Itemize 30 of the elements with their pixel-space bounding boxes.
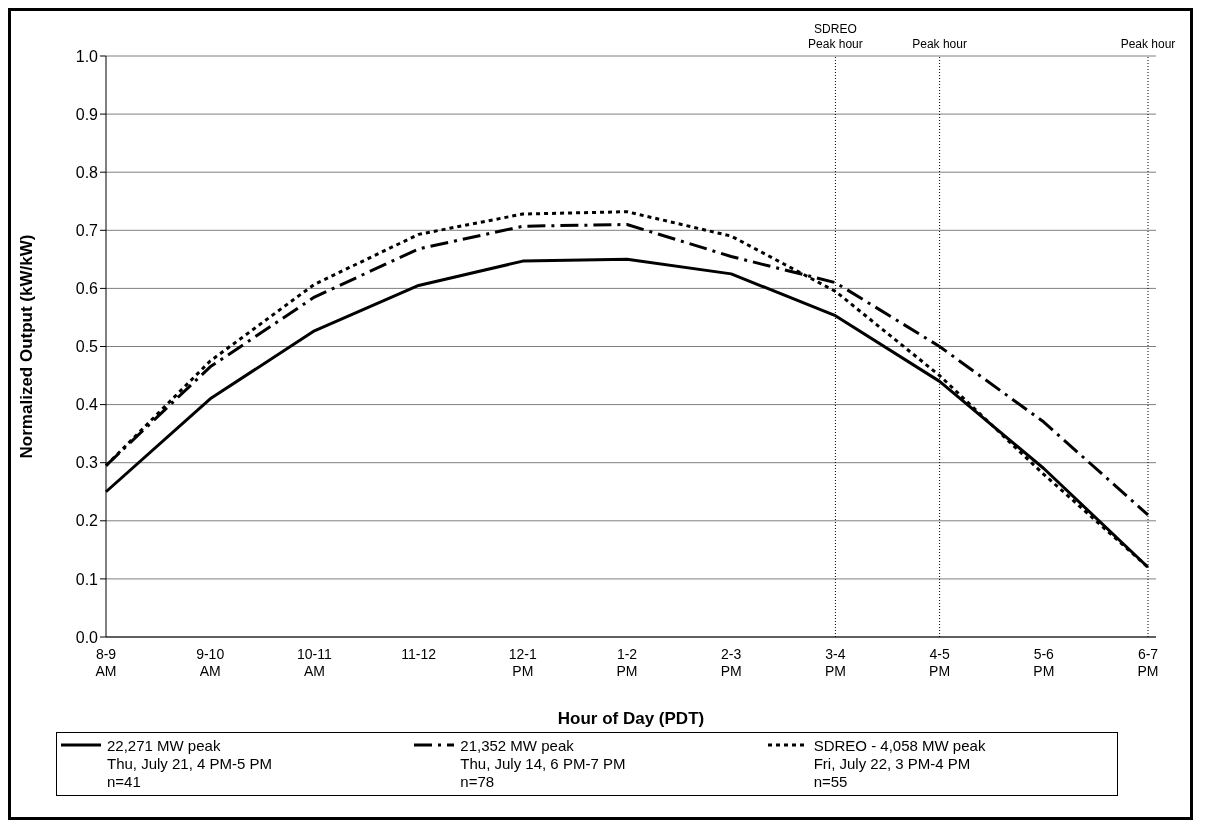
y-tick-label: 0.1 xyxy=(75,570,99,588)
x-tick-label: 8-9 AM xyxy=(95,646,117,679)
x-tick-label: 11-12 xyxy=(401,646,437,662)
x-axis-title: Hour of Day (PDT) xyxy=(557,709,705,728)
ref-line-label: Peak hour xyxy=(1120,37,1176,51)
y-tick-label: 0.9 xyxy=(75,105,99,123)
ref-line-label: Peak hour xyxy=(912,37,967,51)
legend-label: 22,271 MW peak Thu, July 21, 4 PM-5 PM n=41 xyxy=(107,737,273,791)
y-tick-label: 0.3 xyxy=(75,454,99,472)
ref-line-label: SDREO Peak hour xyxy=(808,22,863,51)
x-tick-label: 3-4 PM xyxy=(824,646,846,679)
x-tick-label: 2-3 PM xyxy=(720,646,742,679)
y-tick-label: 0.8 xyxy=(75,163,99,181)
y-tick-label: 0.2 xyxy=(75,512,99,530)
x-tick-label: 10-11 AM xyxy=(297,646,332,679)
x-tick-label: 5-6 PM xyxy=(1033,646,1055,679)
x-tick-label: 9-10 AM xyxy=(196,646,225,679)
x-tick-label: 4-5 PM xyxy=(929,646,951,679)
y-tick-label: 1.0 xyxy=(75,47,99,65)
y-tick-label: 0.6 xyxy=(75,280,99,298)
legend-label: SDREO - 4,058 MW peak Fri, July 22, 3 PM-4 PM n=55 xyxy=(813,737,986,791)
y-tick-label: 0.0 xyxy=(75,628,99,646)
y-tick-label: 0.4 xyxy=(75,396,99,414)
y-tick-label: 0.5 xyxy=(75,338,99,356)
x-tick-label: 6-7 PM xyxy=(1137,646,1159,679)
x-tick-label: 1-2 PM xyxy=(616,646,638,679)
y-axis-title: Normalized Output (kW/kW) xyxy=(17,234,37,459)
y-tick-label: 0.7 xyxy=(75,221,99,239)
x-tick-label: 12-1 PM xyxy=(508,646,538,679)
legend-label: 21,352 MW peak Thu, July 14, 6 PM-7 PM n=78 xyxy=(460,737,626,791)
